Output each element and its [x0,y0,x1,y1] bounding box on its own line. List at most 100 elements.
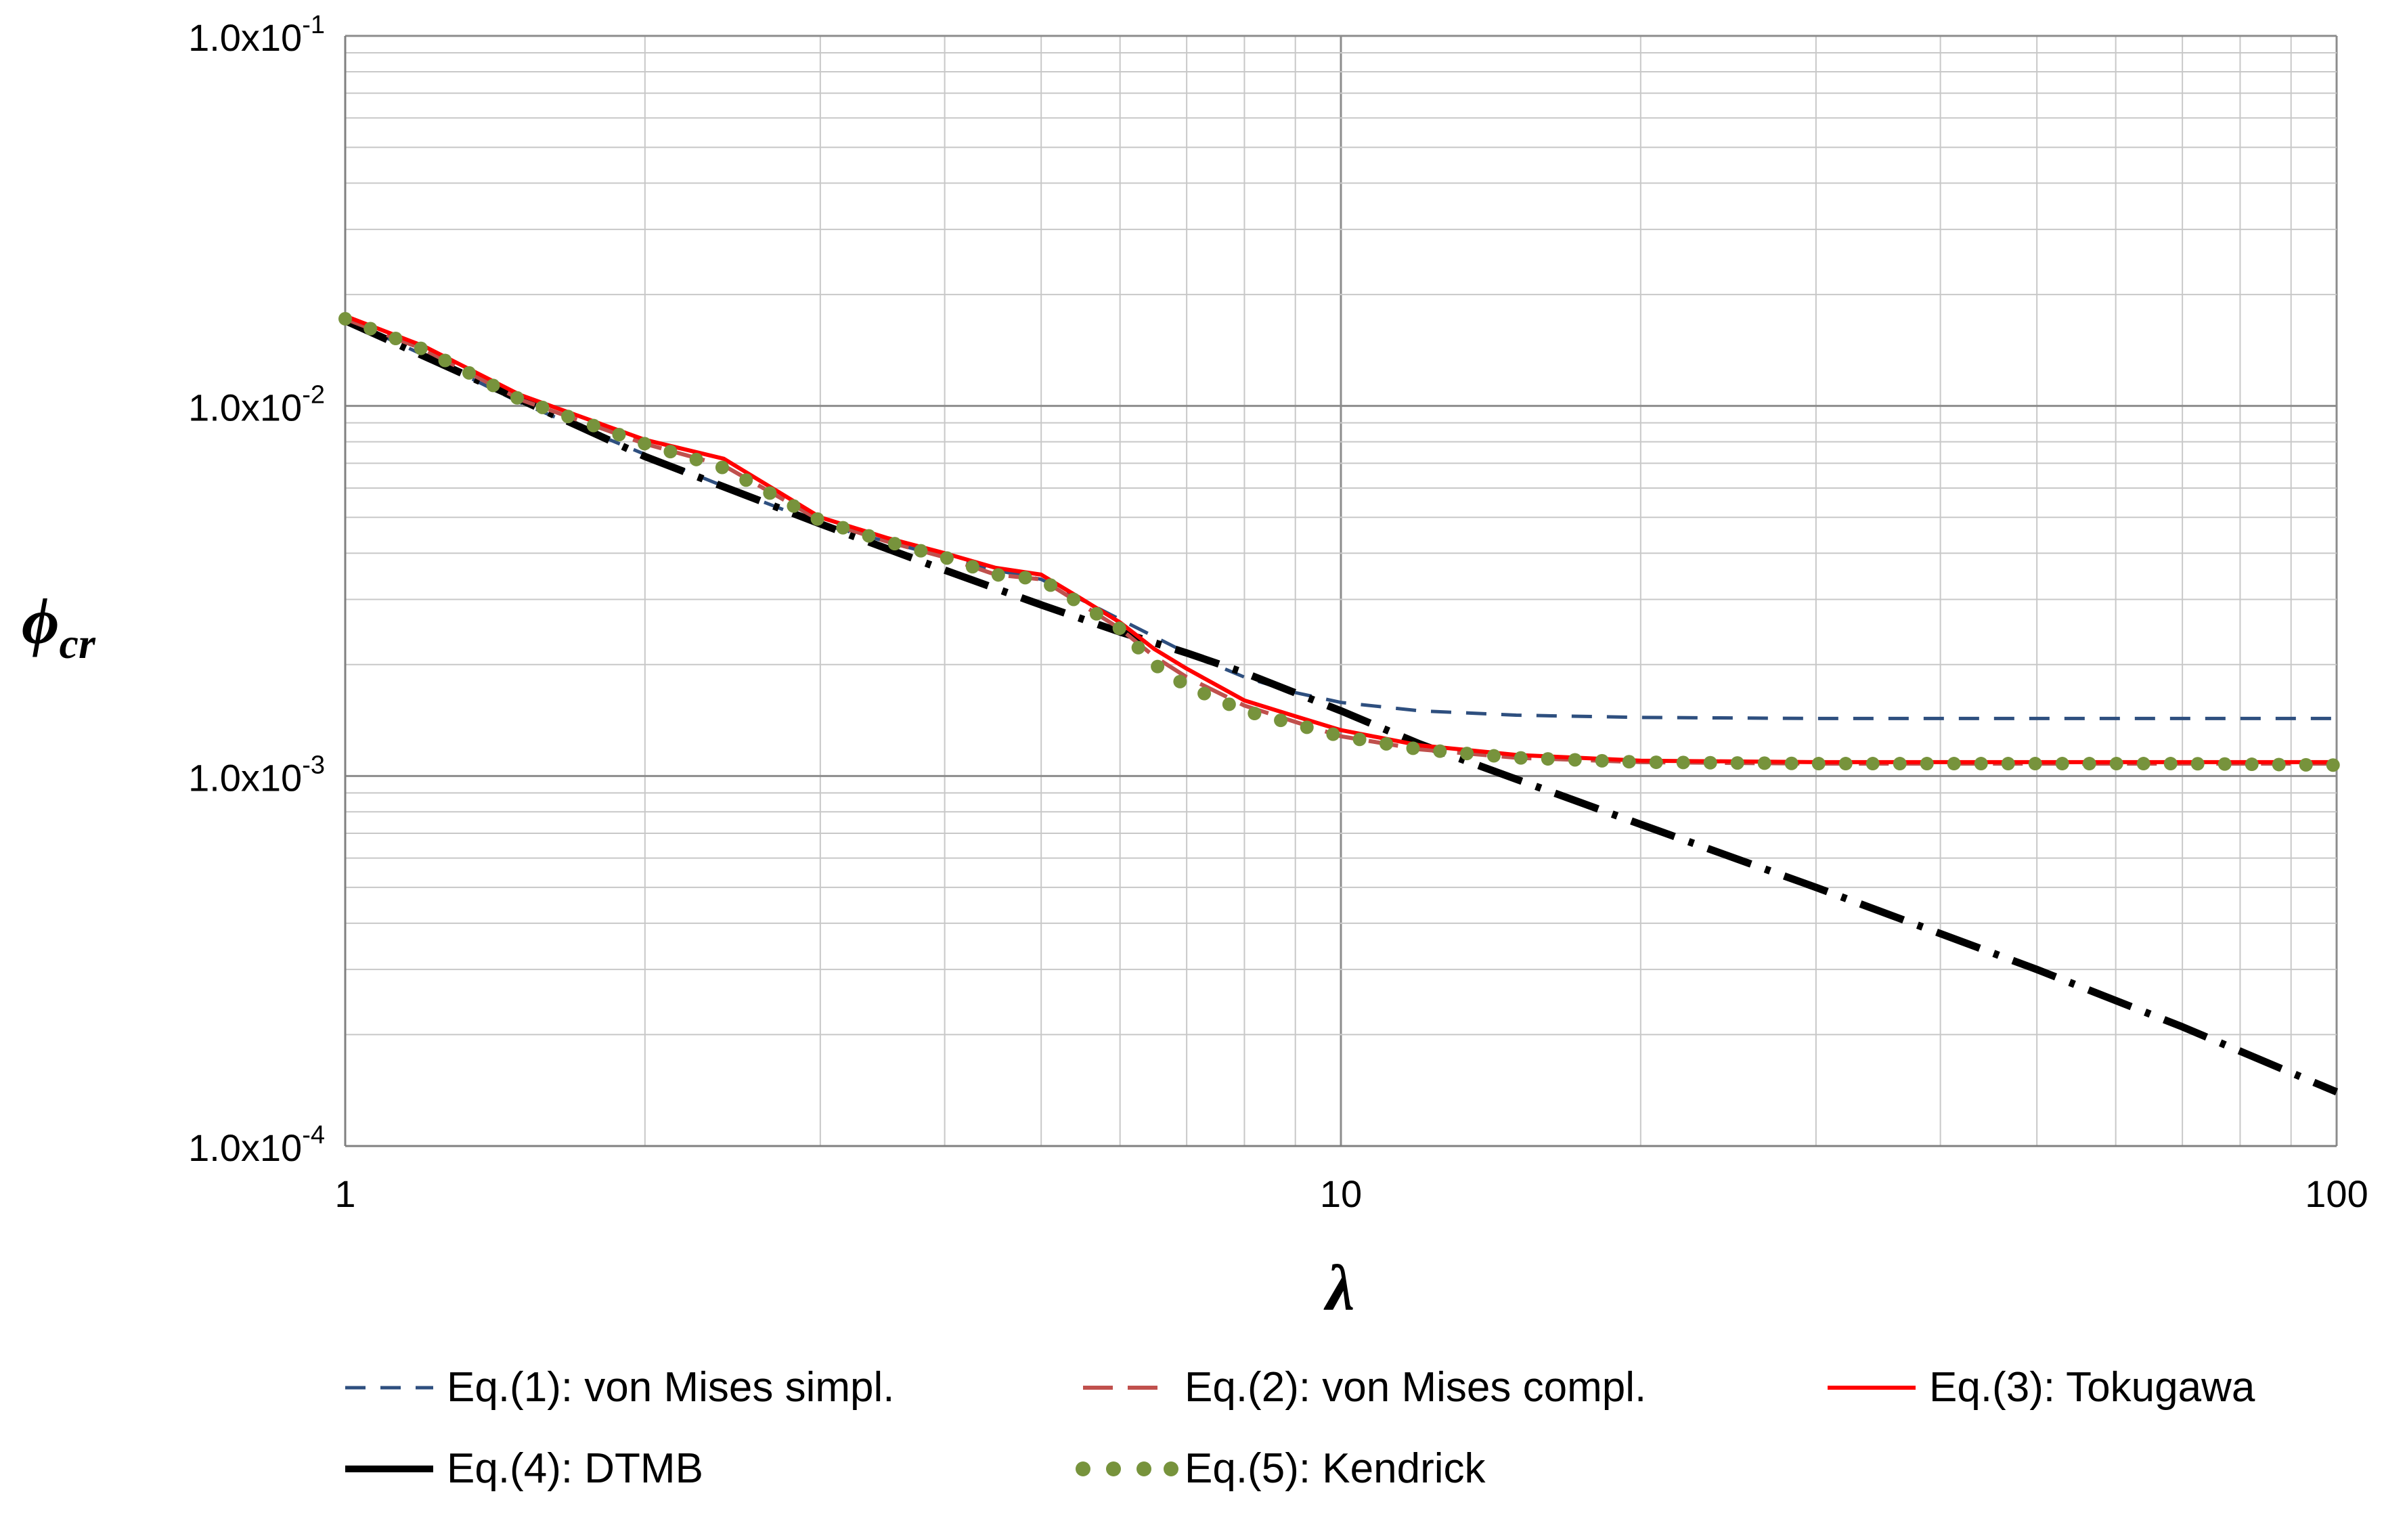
y-tick-exponent: -3 [302,751,325,779]
data-point [438,353,452,368]
y-tick-label: 1.0x10-3 [188,751,325,799]
data-point [1703,755,1717,770]
data-point [1197,686,1212,701]
data-point [2217,757,2232,771]
data-point [810,512,824,526]
data-point [1248,706,1262,720]
data-point [1379,736,1394,751]
data-point [1112,621,1126,636]
legend-label: Eq.(1): von Mises simpl. [447,1364,895,1411]
data-point [1067,592,1081,607]
data-point [561,410,575,424]
grid [344,35,2338,1147]
legend-item: Eq.(3): Tokugawa [1828,1364,2255,1411]
x-tick-label: 100 [2305,1172,2368,1215]
data-point [1486,749,1501,763]
data-point [2299,757,2313,772]
data-point [689,452,703,466]
data-point [763,486,777,500]
legend-item: Eq.(5): Kendrick [1076,1445,1486,1492]
y-tick-exponent: -1 [302,11,325,39]
y-tick-exponent: -4 [302,1121,325,1149]
legend-label: Eq.(4): DTMB [447,1445,703,1492]
data-point [2082,757,2096,771]
x-axis-title: λ [1323,1252,1355,1324]
data-point [1406,741,1420,755]
data-point [612,428,626,442]
data-point [1541,752,1555,766]
y-tick-base: 1.0x10 [188,387,302,429]
data-point [2163,757,2178,771]
y-tick-label: 1.0x10-1 [188,11,325,59]
legend-swatch-dot [1076,1461,1090,1476]
data-point [1676,755,1690,770]
legend-swatch-dot [1136,1461,1151,1476]
x-tick-label: 1 [334,1172,355,1215]
data-point [2001,757,2015,771]
data-point [887,537,902,551]
data-point [1274,713,1288,728]
series-3 [344,313,2337,764]
data-point [586,418,600,433]
data-point [363,322,378,336]
data-point [1460,747,1474,761]
legend-item: Eq.(4): DTMB [345,1445,703,1492]
data-point [2055,757,2069,771]
series-1 [344,317,2337,720]
data-point [1866,757,1880,771]
data-point [1300,720,1314,734]
y-tick-base: 1.0x10 [188,756,302,799]
data-point [1595,753,1609,768]
y-axis-title-sub: cr [60,619,96,667]
y-tick-exponent: -2 [302,381,325,410]
data-point [1514,751,1528,765]
data-point [914,544,928,558]
data-point [1622,755,1636,769]
y-tick-label: 1.0x10-4 [188,1121,325,1169]
series-line [344,313,2337,764]
data-point [715,460,729,475]
data-point [2028,757,2042,771]
data-point [1974,757,1988,771]
data-point [1089,607,1103,621]
data-point [1811,757,1826,771]
series-line [343,317,2339,1096]
legend: Eq.(1): von Mises simpl. Eq.(2): von Mise… [345,1364,2255,1492]
series-4 [343,317,2339,1096]
legend-swatch-dot [1106,1461,1121,1476]
data-point [991,568,1005,582]
data-point [2326,758,2340,772]
legend-label: Eq.(3): Tokugawa [1929,1364,2255,1411]
data-point [940,551,954,565]
legend-label: Eq.(5): Kendrick [1185,1445,1486,1492]
data-point [1757,756,1771,770]
legend-item: Eq.(1): von Mises simpl. [345,1364,895,1411]
data-point [510,391,525,405]
series-layer [338,311,2340,1096]
data-point [1893,757,1907,771]
data-point [836,521,850,535]
data-point [338,311,352,326]
data-point [1222,697,1236,711]
data-point [414,341,428,355]
data-point [2136,757,2150,771]
data-point [2272,757,2286,772]
data-point [1568,753,1582,767]
legend-item: Eq.(2): von Mises compl. [1083,1364,1646,1411]
data-point [389,332,403,346]
data-point [862,529,876,543]
series-line [344,317,2337,720]
data-point [1920,757,1934,771]
data-point [1131,640,1145,655]
data-point [1784,756,1798,770]
data-point [1649,755,1663,770]
data-point [1433,744,1447,758]
data-point [663,445,678,459]
data-point [1173,674,1187,688]
data-point [1838,757,1853,771]
data-point [1730,756,1744,770]
series-5 [338,311,2340,772]
legend-label: Eq.(2): von Mises compl. [1185,1364,1646,1411]
